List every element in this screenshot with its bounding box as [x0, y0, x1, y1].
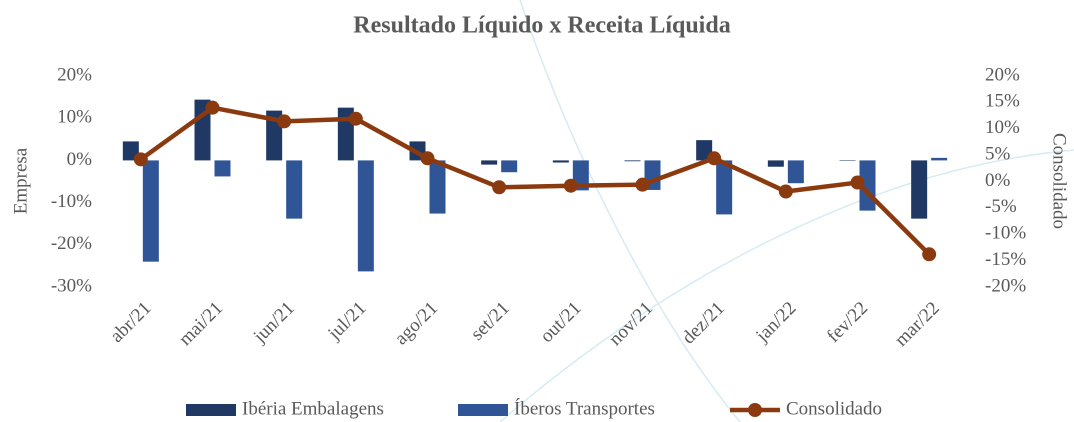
y2-tick-label: -5%	[985, 196, 1017, 217]
y2-tick-label: -15%	[985, 249, 1026, 270]
y-tick-label: 10%	[57, 107, 92, 128]
legend-label: Ibéria Embalagens	[242, 398, 384, 419]
line-marker	[850, 175, 865, 190]
line	[139, 105, 931, 256]
legend-label: Íberos Transportes	[514, 397, 655, 419]
legend-label: Consolidado	[786, 398, 882, 419]
y2-tick-label: 20%	[985, 64, 1020, 85]
x-tick-label: ago/21	[391, 298, 442, 349]
legend-swatch	[186, 404, 236, 416]
bar	[122, 141, 139, 161]
bar	[839, 160, 856, 161]
y2-axis-label: Consolidado	[1049, 133, 1070, 229]
line-marker	[922, 247, 937, 262]
y2-tick-label: 10%	[985, 117, 1020, 138]
bar	[481, 160, 498, 165]
x-tick-label: out/21	[536, 298, 585, 347]
bar	[624, 160, 641, 162]
y-tick-label: 0%	[67, 149, 93, 170]
y2-tick-label: 5%	[985, 143, 1011, 164]
x-tick-label: dez/21	[678, 298, 729, 349]
bar	[214, 160, 231, 177]
y-tick-label: -30%	[51, 275, 92, 296]
background-arc	[499, 149, 1074, 422]
bar	[911, 160, 928, 219]
bar	[142, 160, 159, 262]
y2-tick-label: 0%	[985, 170, 1011, 191]
line-marker	[635, 177, 650, 192]
line-marker	[420, 151, 435, 166]
background-arc	[519, 0, 741, 422]
x-tick-label: jul/21	[324, 298, 371, 345]
y-tick-label: -20%	[51, 233, 92, 254]
legend-swatch	[458, 404, 508, 416]
line-marker	[563, 178, 578, 193]
bar	[931, 157, 948, 161]
y2-tick-label: 15%	[985, 91, 1020, 112]
x-tick-label: jan/22	[751, 298, 800, 347]
bar	[716, 160, 733, 215]
x-tick-label: fev/22	[823, 298, 872, 347]
bar	[787, 160, 804, 184]
bar	[286, 160, 303, 219]
line-marker	[348, 111, 363, 126]
y2-tick-label: -20%	[985, 275, 1026, 296]
legend-marker	[748, 403, 762, 417]
x-tick-label: jun/21	[249, 298, 299, 348]
bar	[429, 160, 446, 214]
line-marker	[277, 114, 292, 129]
bar	[501, 160, 518, 173]
x-tick-label: mai/21	[175, 298, 227, 350]
line-marker	[205, 100, 220, 115]
y-tick-label: -10%	[51, 191, 92, 212]
y-axis-label: Empresa	[10, 147, 31, 214]
x-tick-label: set/21	[467, 298, 514, 345]
bar	[194, 99, 211, 161]
bar	[357, 160, 374, 272]
x-tick-label: abr/21	[106, 298, 155, 347]
line-marker	[707, 151, 722, 166]
y-tick-label: 20%	[57, 64, 92, 85]
line-marker	[492, 180, 507, 195]
x-tick-label: nov/21	[605, 298, 657, 350]
bar	[552, 160, 569, 163]
bar	[767, 160, 784, 167]
line-marker	[133, 152, 148, 167]
y2-tick-label: -10%	[985, 223, 1026, 244]
line-marker	[778, 184, 793, 199]
x-tick-label: mar/22	[891, 298, 944, 351]
chart-title: Resultado Líquido x Receita Líquida	[353, 13, 730, 39]
